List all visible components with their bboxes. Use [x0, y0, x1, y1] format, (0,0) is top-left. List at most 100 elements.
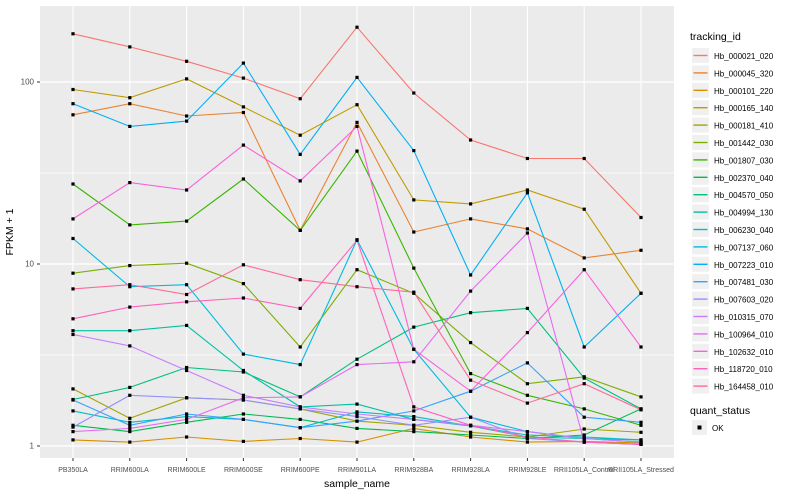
point-Hb_000165_140-RRIM600PE — [298, 133, 302, 137]
point-Hb_102632_010-PB350LA — [71, 217, 75, 221]
point-Hb_000045_320-RRIM928LA — [469, 217, 473, 221]
point-Hb_002370_040-RRIM600LE — [185, 420, 189, 424]
point-Hb_007603_020-PB350LA — [71, 425, 75, 429]
point-Hb_001442_030-RRIM600SE — [241, 282, 245, 286]
point-Hb_000165_140-RRIM928LE — [525, 188, 529, 192]
point-Hb_000101_220-RRIM928LE — [525, 440, 529, 444]
x-tick-label: PB350LA — [58, 467, 88, 474]
point-Hb_000181_410-RRII105LA_Stressed — [639, 430, 643, 434]
point-Hb_000045_320-RRII105LA_Control — [582, 256, 586, 260]
point-Hb_004570_050-RRIM928LA — [469, 311, 473, 315]
point-Hb_001807_030-RRII105LA_Stressed — [639, 423, 643, 427]
legend-label-Hb_002370_040: Hb_002370_040 — [714, 174, 774, 183]
point-Hb_000101_220-RRIM600LA — [128, 440, 132, 444]
point-Hb_000165_140-RRII105LA_Control — [582, 207, 586, 211]
point-Hb_010315_070-RRII105LA_Stressed — [639, 440, 643, 444]
legend-label-Hb_000101_220: Hb_000101_220 — [714, 87, 774, 96]
x-axis-title: sample_name — [324, 478, 390, 490]
point-Hb_004994_130-RRIM901LA — [355, 402, 359, 406]
y-axis-title: FPKM + 1 — [4, 208, 16, 255]
x-tick-label: RRII105LA_Control — [554, 467, 615, 474]
point-Hb_000181_410-PB350LA — [71, 387, 75, 391]
point-Hb_001807_030-RRIM928LE — [525, 393, 529, 397]
point-Hb_010315_070-RRIM600LA — [128, 344, 132, 348]
y-tick-label: 10 — [25, 260, 34, 269]
point-Hb_000101_220-RRIM600PE — [298, 436, 302, 441]
point-Hb_004994_130-RRIM600SE — [241, 368, 245, 373]
point-Hb_000101_220-RRIM928LA — [469, 435, 473, 439]
x-tick-label: RRIM928BA — [394, 467, 433, 474]
point-Hb_007481_030-RRIM600SE — [241, 417, 245, 421]
point-Hb_010315_070-RRIM928BA — [412, 417, 416, 421]
point-Hb_006230_040-RRII105LA_Stressed — [639, 438, 643, 442]
point-Hb_010315_070-RRII105LA_Control — [582, 436, 586, 441]
point-Hb_164458_010-RRII105LA_Stressed — [639, 408, 643, 412]
point-Hb_102632_010-RRIM928BA — [412, 347, 416, 351]
point-Hb_007481_030-RRIM600LE — [185, 412, 189, 416]
point-Hb_000181_410-RRII105LA_Control — [582, 427, 586, 431]
point-Hb_000165_140-RRIM928LA — [469, 202, 473, 206]
point-Hb_000045_320-RRIM600LE — [185, 114, 189, 118]
point-Hb_100964_010-RRIM600LA — [128, 426, 132, 430]
point-Hb_102632_010-RRII105LA_Stressed — [639, 345, 643, 349]
point-Hb_001442_030-RRIM928LE — [525, 382, 529, 386]
point-Hb_000101_220-RRIM600LE — [185, 435, 189, 439]
point-Hb_007481_030-RRII105LA_Stressed — [639, 420, 643, 424]
point-Hb_007223_010-RRIM600SE — [241, 61, 245, 65]
point-Hb_000021_020-RRIM928BA — [412, 91, 416, 95]
point-Hb_100964_010-RRIM600PE — [298, 395, 302, 399]
point-Hb_164458_010-RRIM928LA — [469, 378, 473, 382]
axis-ticks: 1 10 100 PB350LA RRIM600LA RRIM600LE RRIM600SE… — [21, 78, 674, 474]
point-Hb_001442_030-RRIM600LA — [128, 264, 132, 268]
point-Hb_001807_030-RRII105LA_Control — [582, 407, 586, 411]
point-Hb_006230_040-RRIM928LE — [525, 433, 529, 437]
point-Hb_007223_010-RRIM600LE — [185, 119, 189, 123]
point-Hb_007137_060-RRIM600LE — [185, 283, 189, 287]
point-Hb_164458_010-RRII105LA_Control — [582, 382, 586, 386]
point-Hb_000101_220-PB350LA — [71, 438, 75, 442]
point-Hb_001807_030-RRIM600LA — [128, 223, 132, 227]
point-Hb_000021_020-RRII105LA_Control — [582, 156, 586, 161]
y-tick-label: 100 — [21, 78, 35, 87]
point-Hb_100964_010-PB350LA — [71, 430, 75, 434]
point-Hb_000021_020-RRIM901LA — [355, 25, 359, 29]
point-Hb_118720_010-RRIM600PE — [298, 306, 302, 310]
point-Hb_001807_030-RRIM928LA — [469, 372, 473, 376]
legend-label-Hb_001807_030: Hb_001807_030 — [714, 156, 774, 165]
point-Hb_001442_030-RRIM928LA — [469, 341, 473, 345]
point-Hb_001442_030-RRIM600LE — [185, 261, 189, 265]
point-Hb_007223_010-RRIM600LA — [128, 124, 132, 128]
point-Hb_007603_020-RRIM600PE — [298, 407, 302, 411]
legend-label-Hb_010315_070: Hb_010315_070 — [714, 313, 774, 322]
point-Hb_006230_040-RRIM901LA — [355, 410, 359, 414]
legend-label-Hb_006230_040: Hb_006230_040 — [714, 226, 774, 235]
point-Hb_006230_040-RRIM928BA — [412, 415, 416, 419]
y-tick-label: 1 — [30, 442, 35, 451]
point-Hb_002370_040-RRII105LA_Control — [582, 433, 586, 437]
point-Hb_002370_040-RRIM600LA — [128, 430, 132, 434]
point-Hb_000165_140-PB350LA — [71, 87, 75, 92]
data-points — [71, 25, 643, 446]
x-tick-label: RRIM928LE — [508, 467, 546, 474]
legend-label-Hb_004994_130: Hb_004994_130 — [714, 209, 774, 218]
legend-label-Hb_007223_010: Hb_007223_010 — [714, 261, 774, 270]
point-Hb_102632_010-RRIM901LA — [355, 124, 359, 128]
point-Hb_007481_030-PB350LA — [71, 398, 75, 402]
point-Hb_007223_010-RRIM600PE — [298, 152, 302, 156]
point-Hb_164458_010-PB350LA — [71, 287, 75, 291]
point-Hb_001442_030-RRIM901LA — [355, 268, 359, 272]
point-Hb_002370_040-RRIM928BA — [412, 430, 416, 434]
point-Hb_007223_010-PB350LA — [71, 102, 75, 106]
point-Hb_000181_410-RRIM600LA — [128, 416, 132, 420]
point-Hb_004570_050-RRIM928BA — [412, 325, 416, 329]
point-Hb_164458_010-RRIM928BA — [412, 290, 416, 294]
point-Hb_007481_030-RRIM600PE — [298, 426, 302, 430]
point-Hb_000101_220-RRIM600SE — [241, 439, 245, 443]
point-Hb_118720_010-RRIM928BA — [412, 405, 416, 409]
point-Hb_118720_010-PB350LA — [71, 317, 75, 321]
point-Hb_000045_320-PB350LA — [71, 113, 75, 117]
point-Hb_102632_010-RRIM600LA — [128, 181, 132, 185]
point-Hb_004570_050-RRIM600LA — [128, 385, 132, 389]
